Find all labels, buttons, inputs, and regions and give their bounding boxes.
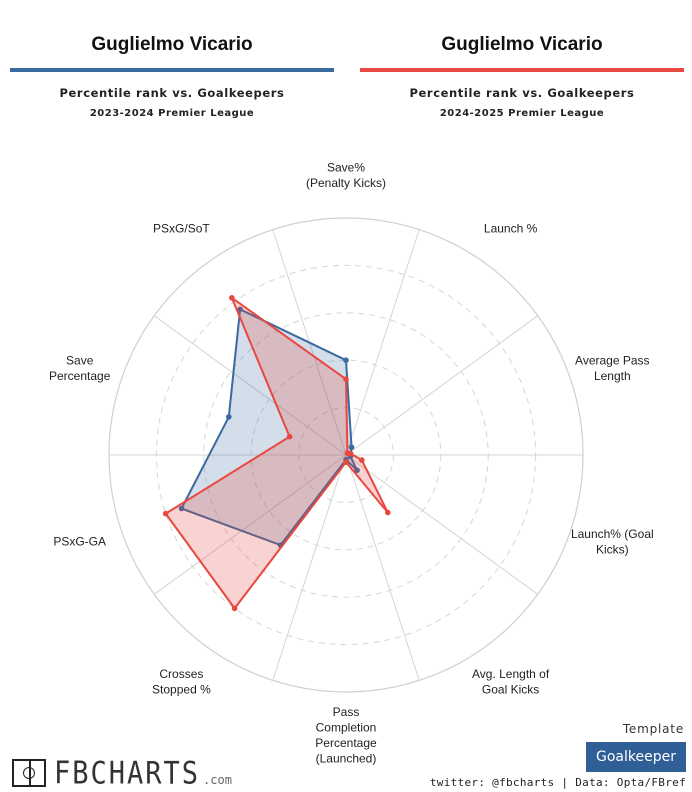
grid-spoke — [345, 315, 539, 456]
data-point-s2-9 — [286, 433, 293, 440]
axis-label-7: Crosses Stopped % — [152, 667, 211, 697]
axis-label-4: Launch% (Goal Kicks) — [571, 527, 654, 557]
data-point-s1-1 — [343, 357, 349, 364]
position-badge[interactable]: Goalkeeper — [586, 742, 686, 772]
axis-label-10: PSxG/SoT — [153, 222, 210, 236]
data-point-s1-9 — [226, 414, 232, 420]
credits: twitter: @fbcharts | Data: Opta/FBref — [429, 776, 686, 789]
pitch-icon — [12, 759, 46, 787]
grid-spoke — [272, 454, 347, 681]
fbcharts-logo: FBCHARTS .com — [12, 755, 232, 791]
radar-series — [162, 295, 391, 612]
grid-spoke — [345, 229, 420, 456]
brand-suffix: .com — [203, 773, 232, 787]
data-point-s2-4 — [359, 457, 365, 463]
radar-axis-labels: Save% (Penalty Kicks) Launch % Average Pass… — [49, 160, 654, 765]
left-subtitle: Percentile rank vs. Goalkeepers — [59, 86, 285, 100]
grid-spoke — [345, 454, 539, 595]
data-point-s2-10 — [229, 295, 235, 301]
right-subtitle: Percentile rank vs. Goalkeepers — [409, 86, 635, 100]
axis-label-9: Save Percentage — [49, 354, 111, 384]
data-point-s2-5 — [385, 509, 391, 516]
data-point-s2-3 — [347, 450, 354, 457]
grid-spoke — [153, 454, 347, 595]
data-point-s2-6 — [343, 459, 349, 465]
axis-label-8: PSxG-GA — [53, 535, 106, 549]
right-season-color-bar — [360, 68, 684, 72]
brand-name: FBCHARTS — [54, 755, 201, 791]
axis-label-1: Save% (Penalty Kicks) — [306, 160, 386, 190]
data-point-s1-8 — [178, 505, 185, 512]
data-point-s1-5 — [354, 467, 360, 474]
data-point-s1-2 — [348, 444, 355, 451]
axis-label-2: Launch % — [484, 222, 538, 236]
left-season: 2023-2024 Premier League — [89, 108, 255, 119]
right-season: 2024-2025 Premier League — [439, 108, 605, 119]
data-point-s1-10 — [237, 306, 243, 313]
template-label: Template — [622, 722, 684, 736]
grid-spoke — [153, 315, 347, 456]
left-player-name: Guglielmo Vicario — [91, 34, 253, 55]
axis-label-6: Pass Completion Percentage (Launched) — [315, 705, 377, 766]
axis-label-3: Average Pass Length — [575, 354, 650, 384]
left-season-color-bar — [10, 68, 334, 72]
data-point-s2-7 — [231, 605, 238, 612]
grid-spoke — [345, 454, 420, 681]
right-player-name: Guglielmo Vicario — [441, 34, 603, 55]
axis-label-5: Avg. Length of Goal Kicks — [472, 667, 550, 697]
data-point-s2-1 — [343, 376, 349, 383]
data-point-s2-8 — [162, 510, 169, 517]
